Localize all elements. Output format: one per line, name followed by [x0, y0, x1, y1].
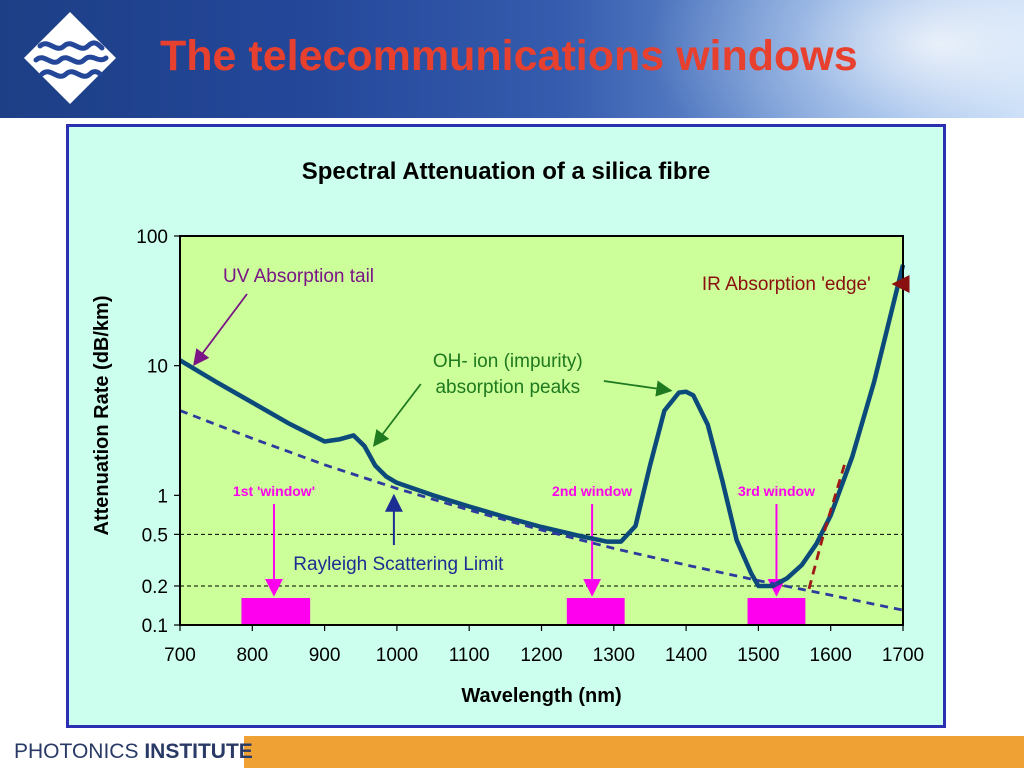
x-tick-label: 700 [164, 645, 196, 666]
x-tick-label: 1700 [882, 645, 924, 666]
annotation-oh-text-line1: OH- ion (impurity) [433, 351, 583, 372]
window-label-1: 1st 'window' [233, 483, 315, 499]
x-tick-label: 1500 [737, 645, 779, 666]
chart-frame: Spectral Attenuation of a silica fibre 0.… [66, 124, 946, 728]
slide-title: The telecommunications windows [160, 32, 858, 80]
annotation-uv-text: UV Absorption tail [223, 266, 374, 287]
footer-brand-light: PHOTONICS [14, 740, 139, 763]
annotation-oh-arrow-left [372, 383, 422, 447]
y-tick-label: 1 [157, 486, 168, 507]
annotation-uv-arrow [193, 293, 248, 366]
plot-border [179, 235, 904, 626]
y-tick-label: 100 [136, 227, 168, 248]
x-tick-label: 1300 [593, 645, 635, 666]
x-tick-label: 800 [236, 645, 268, 666]
x-tick-label: 1400 [665, 645, 707, 666]
footer-bar [244, 736, 1024, 768]
footer-brand: PHOTONICS INSTITUTE [14, 740, 253, 764]
y-tick-label: 0.2 [142, 577, 168, 598]
annotation-ir-text: IR Absorption 'edge' [702, 274, 871, 295]
series-rayleigh-line [179, 409, 904, 612]
chart-title: Spectral Attenuation of a silica fibre [302, 158, 711, 185]
window-label-2: 2nd window [552, 483, 632, 499]
annotation-oh-text-line2: absorption peaks [435, 377, 580, 398]
y-tick-label: 0.1 [142, 616, 168, 637]
window-band-1 [241, 598, 311, 625]
footer-brand-bold: INSTITUTE [144, 740, 253, 763]
x-tick-label: 1100 [449, 645, 490, 666]
x-tick-label: 1200 [520, 645, 562, 666]
y-tick-label: 0.5 [142, 525, 168, 546]
x-tick-label: 1000 [376, 645, 418, 666]
x-axis-label: Wavelength (nm) [461, 685, 621, 707]
window-band-2 [566, 598, 625, 625]
x-tick-label: 1600 [810, 645, 852, 666]
slide-header: The telecommunications windows [0, 0, 1024, 118]
x-tick-label: 900 [309, 645, 341, 666]
y-tick-label: 10 [147, 357, 168, 378]
window-band-3 [747, 598, 806, 625]
series-total-attenuation-line [178, 264, 906, 589]
y-axis-label: Attenuation Rate (dB/km) [91, 296, 113, 536]
photonics-institute-wave-logo-icon [24, 12, 116, 104]
window-label-3: 3rd window [738, 483, 815, 499]
attenuation-chart: Spectral Attenuation of a silica fibre 0.… [69, 127, 943, 725]
series-ir-edge-line [807, 461, 847, 590]
annotation-oh-arrow-right [603, 380, 673, 397]
annotation-rayleigh-text: Rayleigh Scattering Limit [293, 554, 504, 575]
header-fiber-glow [644, 0, 1024, 118]
